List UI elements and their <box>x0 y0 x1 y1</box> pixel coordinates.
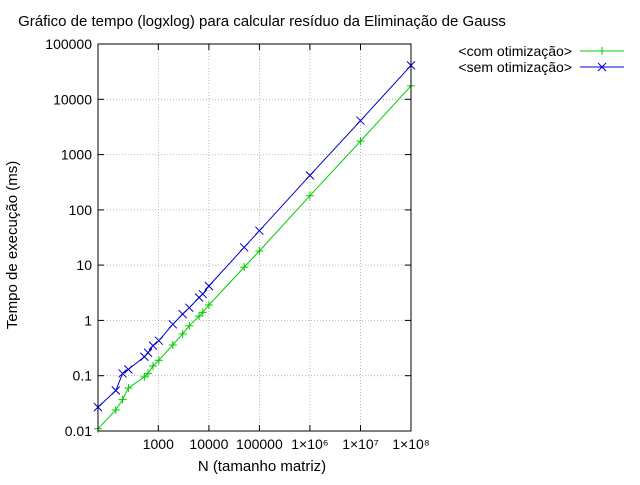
legend-marker-1 <box>597 62 607 72</box>
data-point-series-1 <box>124 365 133 374</box>
data-point-series-1 <box>204 281 214 291</box>
legend-label-1: <sem otimização> <box>458 59 572 75</box>
data-point-series-1 <box>198 289 208 299</box>
data-point-series-0 <box>118 395 127 404</box>
y-tick-label: 10 <box>76 257 92 273</box>
data-point-series-1 <box>168 319 178 329</box>
data-point-series-0 <box>140 372 149 381</box>
data-point-series-0 <box>305 191 314 200</box>
legend-marker-0 <box>598 47 606 55</box>
x-tick-label: 1×10⁸ <box>392 436 430 452</box>
data-point-series-1 <box>148 341 158 350</box>
data-point-series-1 <box>184 303 194 313</box>
data-point-series-1 <box>154 336 164 346</box>
x-tick-label: 100000 <box>236 436 283 452</box>
data-point-series-0 <box>204 301 213 310</box>
x-tick-label: 1×10⁷ <box>342 436 379 452</box>
x-tick-label: 1000 <box>143 436 174 452</box>
data-point-series-0 <box>198 308 207 317</box>
y-tick-label: 1 <box>84 312 92 328</box>
legend: <com otimização><sem otimização> <box>458 43 624 75</box>
legend-label-0: <com otimização> <box>458 43 572 59</box>
data-point-series-1 <box>239 242 249 252</box>
x-tick-label: 10000 <box>189 436 228 452</box>
data-point-series-0 <box>144 369 153 378</box>
data-point-series-0 <box>168 340 177 349</box>
data-point-series-1 <box>255 226 264 236</box>
y-axis-label: Tempo de execução (ms) <box>4 161 21 329</box>
data-point-series-0 <box>240 263 249 272</box>
x-tick-label: 1×10⁶ <box>291 436 328 452</box>
data-point-series-0 <box>356 137 365 146</box>
plot-frame <box>97 43 412 432</box>
chart-title: Gráfico de tempo (logxlog) para calcular… <box>18 13 506 30</box>
y-tick-label: 0.1 <box>73 368 93 384</box>
data-point-series-0 <box>195 312 204 321</box>
y-tick-label: 100 <box>69 202 93 218</box>
y-tick-label: 100000 <box>45 36 92 52</box>
data-point-series-1 <box>356 116 365 126</box>
data-point-series-1 <box>111 386 121 395</box>
data-point-series-0 <box>111 405 120 414</box>
data-point-series-0 <box>185 321 194 330</box>
series-layer <box>93 61 416 433</box>
x-axis-label: N (tamanho matriz) <box>198 458 326 475</box>
data-point-series-0 <box>255 247 264 256</box>
y-tick-label: 0.01 <box>65 423 92 439</box>
data-point-series-0 <box>178 329 187 338</box>
y-tick-label: 10000 <box>53 91 92 107</box>
data-point-series-0 <box>148 361 157 370</box>
data-point-series-0 <box>124 383 133 392</box>
data-point-series-1 <box>305 171 315 180</box>
y-tick-label: 1000 <box>61 147 92 163</box>
data-point-series-1 <box>118 369 127 378</box>
axis-ticks: 0.01 0.1 1 10 100 1000 10000 100000 1000 10000 100… <box>45 36 430 452</box>
data-point-series-1 <box>143 348 153 358</box>
data-point-series-0 <box>154 356 163 365</box>
